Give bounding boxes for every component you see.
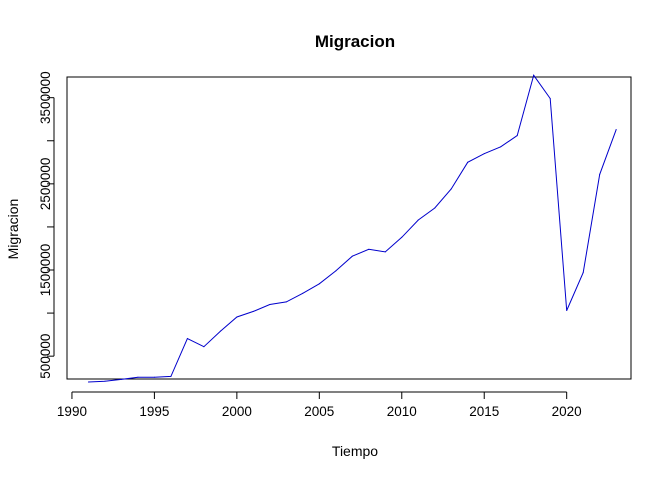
data-point <box>516 135 518 137</box>
data-point <box>302 292 304 294</box>
data-point <box>401 236 403 238</box>
data-point <box>582 272 584 274</box>
data-point <box>599 173 601 175</box>
data-point <box>318 283 320 285</box>
y-axis-label: Migracion <box>5 199 21 260</box>
x-tick-label: 2000 <box>222 404 252 419</box>
data-point <box>252 310 254 312</box>
data-point <box>467 161 469 163</box>
x-tick-label: 2010 <box>387 404 417 419</box>
x-axis: 1990 1995 2000 2005 2010 2015 2020 <box>57 391 582 419</box>
data-point <box>417 219 419 221</box>
x-axis-label: Tiempo <box>332 443 378 459</box>
data-point <box>483 153 485 155</box>
data-point <box>137 376 139 378</box>
data-point <box>434 207 436 209</box>
data-point <box>170 375 172 377</box>
data-point <box>236 316 238 318</box>
series-group <box>87 74 617 383</box>
chart-title: Migracion <box>315 32 395 51</box>
data-point <box>500 146 502 148</box>
y-tick-label: 2500000 <box>38 158 53 211</box>
data-point <box>87 381 89 383</box>
x-tick-label: 1990 <box>57 404 87 419</box>
plot-frame <box>66 76 632 380</box>
data-point <box>533 74 535 76</box>
data-point <box>368 248 370 250</box>
series-line <box>88 74 617 383</box>
data-point <box>219 330 221 332</box>
data-point <box>615 129 617 131</box>
data-point <box>384 251 386 253</box>
y-tick-label: 1500000 <box>38 244 53 297</box>
data-point <box>203 346 205 348</box>
data-point <box>450 188 452 190</box>
data-point <box>186 338 188 340</box>
x-tick-label: 2005 <box>304 404 334 419</box>
y-axis: 500000 1500000 2500000 3500000 <box>38 71 55 379</box>
x-tick-label: 2015 <box>469 404 499 419</box>
data-point <box>335 270 337 272</box>
y-tick-label: 500000 <box>38 334 53 379</box>
data-point <box>549 98 551 100</box>
data-point <box>269 303 271 305</box>
data-point <box>285 301 287 303</box>
data-point <box>351 255 353 257</box>
data-point <box>153 376 155 378</box>
x-tick-label: 1995 <box>139 404 169 419</box>
data-point <box>104 380 106 382</box>
data-point <box>566 310 568 312</box>
data-point <box>120 378 122 380</box>
y-tick-label: 3500000 <box>38 71 53 124</box>
x-tick-label: 2020 <box>552 404 582 419</box>
